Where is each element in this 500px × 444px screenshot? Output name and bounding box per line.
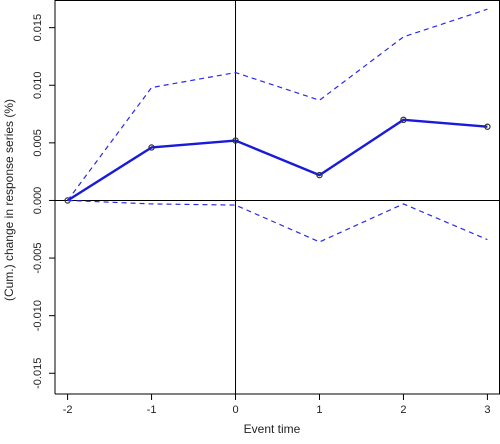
x-tick-label: 3 xyxy=(484,404,490,416)
estimate-point xyxy=(232,137,239,144)
x-tick-label: -2 xyxy=(63,404,73,416)
y-tick-label: 0.010 xyxy=(32,71,44,99)
estimate-point xyxy=(484,123,491,130)
x-tick-label: -1 xyxy=(147,404,157,416)
x-tick-label: 1 xyxy=(316,404,322,416)
x-tick-label: 2 xyxy=(400,404,406,416)
estimate-line xyxy=(66,118,488,202)
estimate-point xyxy=(400,116,407,124)
axes: -2 -1 0 1 2 3 -0.015 -0.010 -0.005 0.000 0.005 0.01… xyxy=(32,0,500,416)
y-tick-label: -0.005 xyxy=(32,242,44,273)
plot-area xyxy=(55,0,500,394)
x-tick-label: 0 xyxy=(232,404,238,416)
y-tick-label: -0.010 xyxy=(32,300,44,331)
upper-bound-line xyxy=(67,8,488,201)
y-tick-label: 0.000 xyxy=(32,187,44,215)
x-axis-label: Event time xyxy=(244,422,301,436)
y-tick-label: -0.015 xyxy=(32,358,44,389)
y-axis-label: (Cum.) change in response series (%) xyxy=(2,99,16,301)
y-tick-label: 0.015 xyxy=(32,14,44,42)
estimate-point xyxy=(148,144,155,151)
estimate-point xyxy=(316,171,323,179)
lower-bound-line xyxy=(67,199,488,243)
y-tick-label: 0.005 xyxy=(32,129,44,157)
